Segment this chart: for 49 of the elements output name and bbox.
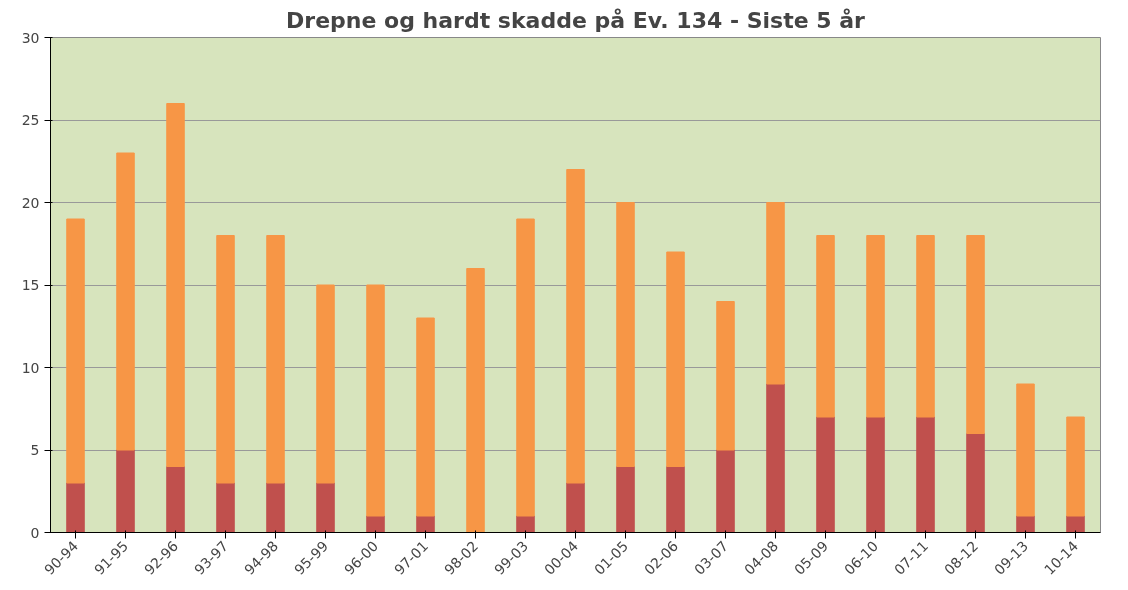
y-tick-label: 30 <box>21 29 40 46</box>
bar <box>716 301 735 451</box>
bar <box>516 218 535 517</box>
bar <box>466 268 485 533</box>
bar <box>316 482 335 533</box>
bar <box>366 284 385 517</box>
bar <box>166 466 185 533</box>
bar <box>1016 515 1035 533</box>
bar <box>116 152 135 451</box>
bar <box>566 482 585 533</box>
y-tick-label: 20 <box>21 194 40 211</box>
bar <box>416 317 435 517</box>
bar <box>66 218 85 484</box>
bar <box>616 202 635 467</box>
bar <box>216 235 235 484</box>
bar <box>366 515 385 533</box>
y-tick-label: 15 <box>21 277 40 293</box>
bar <box>116 449 135 533</box>
bar <box>416 515 435 533</box>
bar <box>716 449 735 533</box>
bar <box>166 103 185 467</box>
bar <box>766 202 785 385</box>
bar <box>866 235 885 418</box>
bar <box>1066 416 1085 517</box>
bar <box>566 169 585 484</box>
bar <box>266 482 285 533</box>
bar <box>66 482 85 533</box>
bar <box>816 235 835 418</box>
bar <box>816 416 835 533</box>
bar <box>666 251 685 467</box>
y-tick-label: 0 <box>30 524 40 541</box>
bar <box>666 466 685 533</box>
bar <box>316 284 335 484</box>
bar <box>516 515 535 533</box>
y-tick-label: 25 <box>21 112 40 128</box>
bar <box>216 482 235 533</box>
y-tick-label: 5 <box>30 442 40 458</box>
bar <box>966 235 985 434</box>
bar <box>1066 515 1085 533</box>
bar <box>916 416 935 533</box>
chart-title: Drepne og hardt skadde på Ev. 134 - Siste 5 år <box>286 7 866 33</box>
bar <box>616 466 635 533</box>
bar <box>766 383 785 533</box>
bar <box>916 235 935 418</box>
y-tick-label: 10 <box>21 359 40 376</box>
bar <box>1016 383 1035 517</box>
bar <box>966 433 985 533</box>
bar <box>266 235 285 484</box>
bar <box>866 416 885 533</box>
